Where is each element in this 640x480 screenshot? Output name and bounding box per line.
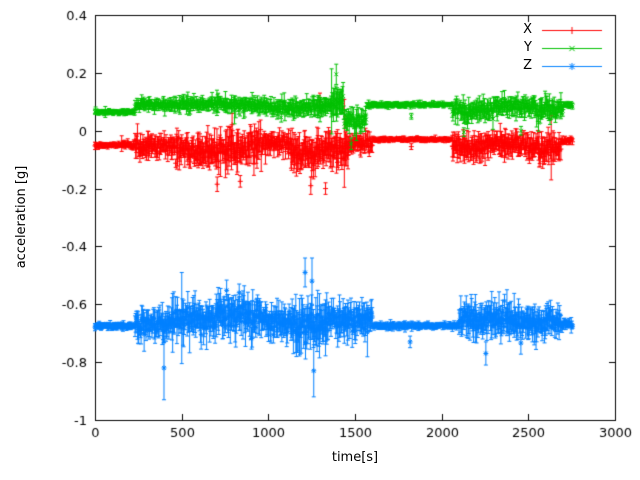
legend-label-y: Y	[524, 40, 532, 55]
legend-label-x: X	[523, 22, 532, 37]
legend-label-z: Z	[523, 58, 532, 73]
y-axis-label: acceleration [g]	[14, 165, 29, 269]
x-axis-label: time[s]	[331, 450, 379, 465]
